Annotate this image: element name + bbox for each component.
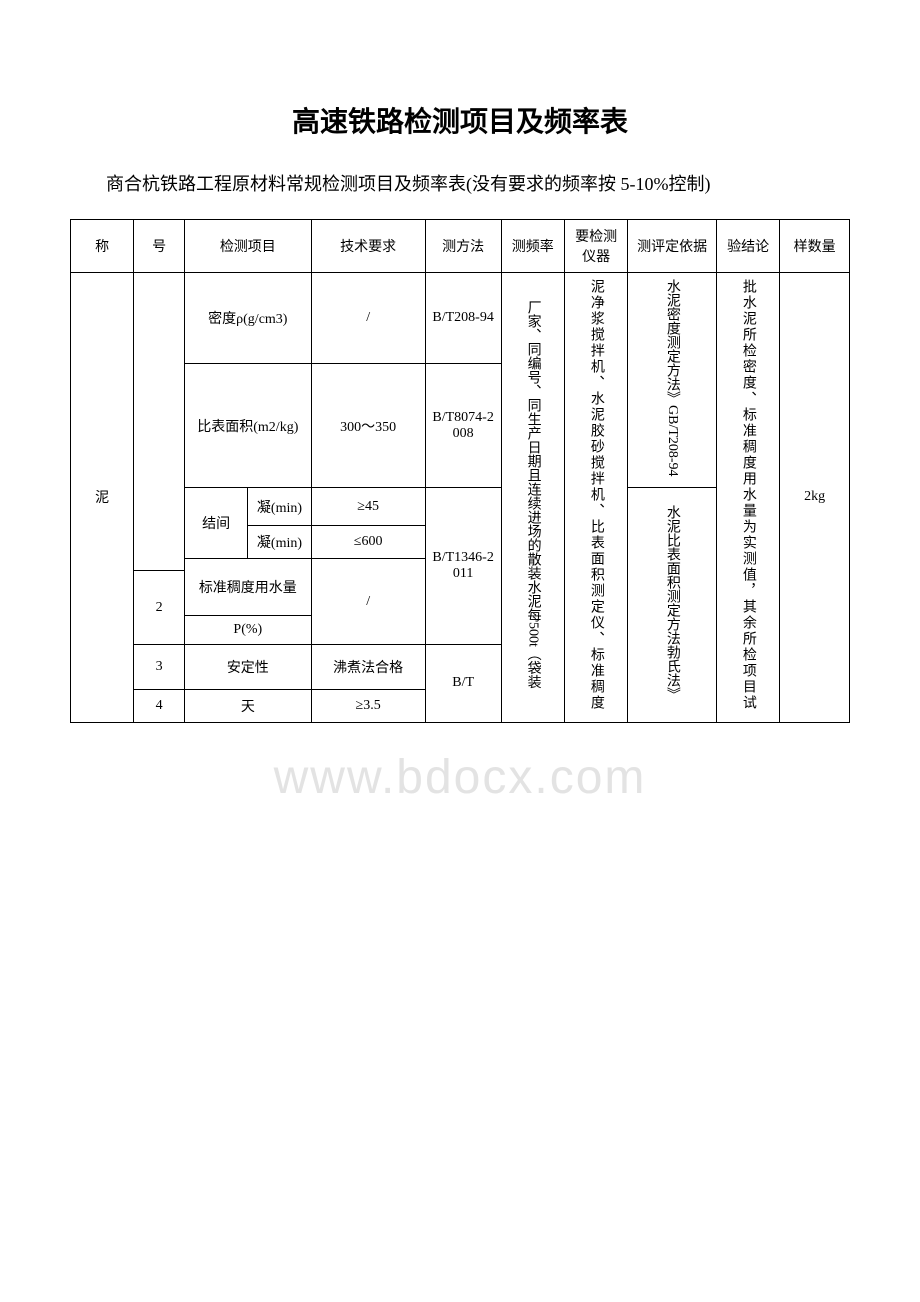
- density-method: B/T208-94: [425, 272, 501, 363]
- seq2: 2: [134, 571, 185, 645]
- method-bt: B/T: [425, 645, 501, 723]
- concl-text: 批水泥所检密度、标准稠度用水量为实测值，其余所检项目试: [738, 279, 758, 711]
- day-label: 天: [184, 689, 311, 722]
- consistency-item: 标准稠度用水量: [184, 559, 311, 616]
- seq3: 3: [134, 645, 185, 690]
- hdr-tech: 技术要求: [311, 219, 425, 272]
- hdr-item: 检测项目: [184, 219, 311, 272]
- hdr-name: 称: [71, 219, 134, 272]
- seq4: 4: [134, 689, 185, 722]
- final-set-tech: ≤600: [311, 526, 425, 559]
- table-row: 泥 密度ρ(g/cm3) / B/T208-94 厂家、同编号、同生产日期且连续…: [71, 272, 850, 363]
- freq-text: 厂家、同编号、同生产日期且连续进场的散装水泥每500t（袋装: [523, 300, 543, 689]
- hdr-seq: 号: [134, 219, 185, 272]
- freq-cell: 厂家、同编号、同生产日期且连续进场的散装水泥每500t（袋装: [501, 272, 564, 722]
- watermark-text: www.bdocx.com: [274, 750, 647, 805]
- setting-group: 结间: [184, 488, 247, 559]
- table-header-row: 称 号 检测项目 技术要求 测方法 测频率 要检测仪器 测评定依据 验结论 样数…: [71, 219, 850, 272]
- specific-area-method: B/T8074-2008: [425, 363, 501, 487]
- stability-tech: 沸煮法合格: [311, 645, 425, 690]
- basis-cell-2: 水泥比表面积测定方法勃氏法》: [628, 488, 717, 722]
- instr-cell: 泥净浆搅拌机、水泥胶砂搅拌机、比表面积测定仪、标准稠度: [564, 272, 627, 722]
- instr-text: 泥净浆搅拌机、水泥胶砂搅拌机、比表面积测定仪、标准稠度: [586, 279, 606, 711]
- initial-set-label: 凝(min): [248, 488, 311, 526]
- basis-text-1: 水泥密度测定方法》GB/T208-94: [662, 279, 682, 477]
- day-tech: ≥3.5: [311, 689, 425, 722]
- specific-area-tech: 300～350: [311, 363, 425, 487]
- sample-cell: 2kg: [780, 272, 850, 722]
- density-tech: /: [311, 272, 425, 363]
- basis-cell-1: 水泥密度测定方法》GB/T208-94: [628, 272, 717, 488]
- consistency-p: P(%): [184, 616, 311, 645]
- seq-cell: [134, 272, 185, 570]
- inspection-table: 称 号 检测项目 技术要求 测方法 测频率 要检测仪器 测评定依据 验结论 样数…: [70, 219, 850, 723]
- method-1346: B/T1346-2011: [425, 488, 501, 645]
- concl-cell: 批水泥所检密度、标准稠度用水量为实测值，其余所检项目试: [716, 272, 779, 722]
- hdr-sample: 样数量: [780, 219, 850, 272]
- material-name-cell: 泥: [71, 272, 134, 722]
- final-set-label: 凝(min): [248, 526, 311, 559]
- hdr-method: 测方法: [425, 219, 501, 272]
- document-subtitle: 商合杭铁路工程原材料常规检测项目及频率表(没有要求的频率按 5-10%控制): [70, 170, 850, 199]
- consistency-tech: /: [311, 559, 425, 645]
- density-item: 密度ρ(g/cm3): [184, 272, 311, 363]
- hdr-concl: 验结论: [716, 219, 779, 272]
- stability-item: 安定性: [184, 645, 311, 690]
- hdr-freq: 测频率: [501, 219, 564, 272]
- hdr-basis: 测评定依据: [628, 219, 717, 272]
- hdr-instr: 要检测仪器: [564, 219, 627, 272]
- initial-set-tech: ≥45: [311, 488, 425, 526]
- document-title: 高速铁路检测项目及频率表: [70, 100, 850, 140]
- basis-text-2: 水泥比表面积测定方法勃氏法》: [662, 505, 682, 701]
- specific-area-item: 比表面积(m2/kg): [184, 363, 311, 487]
